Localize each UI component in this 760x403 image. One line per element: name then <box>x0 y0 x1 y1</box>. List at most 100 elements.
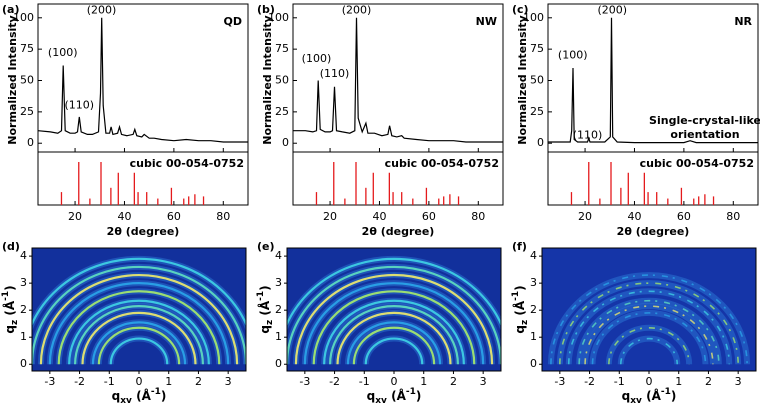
ring <box>578 300 720 365</box>
x-tick-label: 80 <box>216 210 230 223</box>
x-tick-label: 0 <box>646 375 653 388</box>
x-tick-label: 40 <box>117 210 131 223</box>
peak-label: (110) <box>573 129 603 142</box>
y-tick-label: 100 <box>268 11 289 24</box>
ring <box>608 326 690 365</box>
y-tick-label: 0 <box>27 136 34 149</box>
plot-frame <box>547 3 759 206</box>
ring <box>91 321 187 365</box>
axis-label-part: ) <box>258 285 272 290</box>
ring <box>619 337 679 365</box>
x-tick-label: 60 <box>422 210 436 223</box>
y-tick-label: 3 <box>275 276 282 289</box>
x-tick-label: 2 <box>195 375 202 388</box>
y-tick-label: 25 <box>275 105 289 118</box>
x-tick-label: 80 <box>726 210 740 223</box>
x-tick-label: 0 <box>391 375 398 388</box>
ring <box>323 299 465 365</box>
x-axis-label: 2θ (degree) <box>362 225 435 238</box>
x-tick-label: 2 <box>450 375 457 388</box>
axis-label-part: q <box>258 325 272 334</box>
annotation: orientation <box>670 128 739 141</box>
axis-label-part: z <box>265 320 275 325</box>
ring <box>352 326 436 365</box>
axis-label-part: (Å <box>512 300 527 320</box>
y-tick-label: 75 <box>530 42 544 55</box>
peak-label: (110) <box>64 99 94 112</box>
ring <box>287 265 501 365</box>
ring <box>48 282 230 365</box>
y-tick-label: 0 <box>275 357 282 370</box>
y-tick-label: 0 <box>20 357 27 370</box>
ring <box>68 299 210 365</box>
xrd-curve <box>293 17 503 143</box>
axis-label: qz (Å-1) <box>511 285 530 333</box>
y-tick-label: 100 <box>13 11 34 24</box>
rings <box>287 255 501 365</box>
x-tick-label: 20 <box>68 210 82 223</box>
x-tick-label: 80 <box>471 210 485 223</box>
ring <box>97 326 181 365</box>
y-tick-label: 4 <box>530 249 537 262</box>
x-tick-label: -2 <box>74 375 85 388</box>
axis-label-part: -1 <box>1 291 11 301</box>
reference-name: cubic 00-054-0752 <box>640 157 754 170</box>
axis-label-part: -1 <box>151 387 161 397</box>
axis-label-part: ) <box>671 389 676 403</box>
axis-label-part: (Å <box>642 388 662 403</box>
x-tick-label: -2 <box>584 375 595 388</box>
x-tick-label: 1 <box>420 375 427 388</box>
panel-label: (f) <box>512 240 527 253</box>
y-axis-label: Normalized Intensity <box>261 15 274 144</box>
axis-label-part: (Å <box>257 300 272 320</box>
ring <box>303 282 485 365</box>
peak-label: (200) <box>597 3 627 16</box>
y-tick-label: 1 <box>20 330 27 343</box>
y-tick-label: 0 <box>530 357 537 370</box>
x-tick-label: 3 <box>225 375 232 388</box>
y-tick-label: 1 <box>530 330 537 343</box>
panel-label: (e) <box>257 240 275 253</box>
x-axis-label: 2θ (degree) <box>107 225 180 238</box>
x-tick-label: 60 <box>677 210 691 223</box>
axis-label-part: q <box>367 389 376 403</box>
sample-label: QD <box>224 15 242 28</box>
axis-label-part: z <box>10 320 20 325</box>
panel-label: (c) <box>512 3 529 16</box>
axis-label-part: ) <box>3 285 17 290</box>
peak-label: (110) <box>320 67 350 80</box>
ring <box>312 290 476 365</box>
axis-label-part: ) <box>161 389 166 403</box>
y-tick-label: 50 <box>275 74 289 87</box>
y-tick-label: 2 <box>275 303 282 316</box>
x-tick-label: 20 <box>323 210 337 223</box>
ring <box>39 274 239 365</box>
detector-background <box>542 248 756 371</box>
x-tick-label: 60 <box>167 210 181 223</box>
axis-label: qxy (Å-1) <box>367 387 422 403</box>
x-tick-label: 1 <box>165 375 172 388</box>
axis-label-part: xy <box>375 396 387 403</box>
axis-label-part: (Å <box>2 300 17 320</box>
y-tick-label: 0 <box>537 136 544 149</box>
reference-name: cubic 00-054-0752 <box>130 157 244 170</box>
ring <box>81 311 197 365</box>
ring <box>73 305 205 365</box>
sample-label: NR <box>734 15 752 28</box>
y-tick-label: 2 <box>20 303 27 316</box>
x-tick-label: -3 <box>44 375 55 388</box>
y-tick-label: 4 <box>20 249 27 262</box>
sample-label: NW <box>476 15 497 28</box>
ring <box>328 305 460 365</box>
x-tick-label: 20 <box>578 210 592 223</box>
x-tick-label: 0 <box>136 375 143 388</box>
ring <box>57 290 221 365</box>
axis-label-part: ) <box>513 285 527 290</box>
axis-label-part: (Å <box>387 388 407 403</box>
y-tick-label: 100 <box>523 11 544 24</box>
peak-label: (100) <box>48 46 78 59</box>
plot-frame <box>292 3 504 206</box>
axis-label-part: q <box>513 325 527 334</box>
rings <box>32 256 246 365</box>
y-tick-label: 3 <box>530 276 537 289</box>
